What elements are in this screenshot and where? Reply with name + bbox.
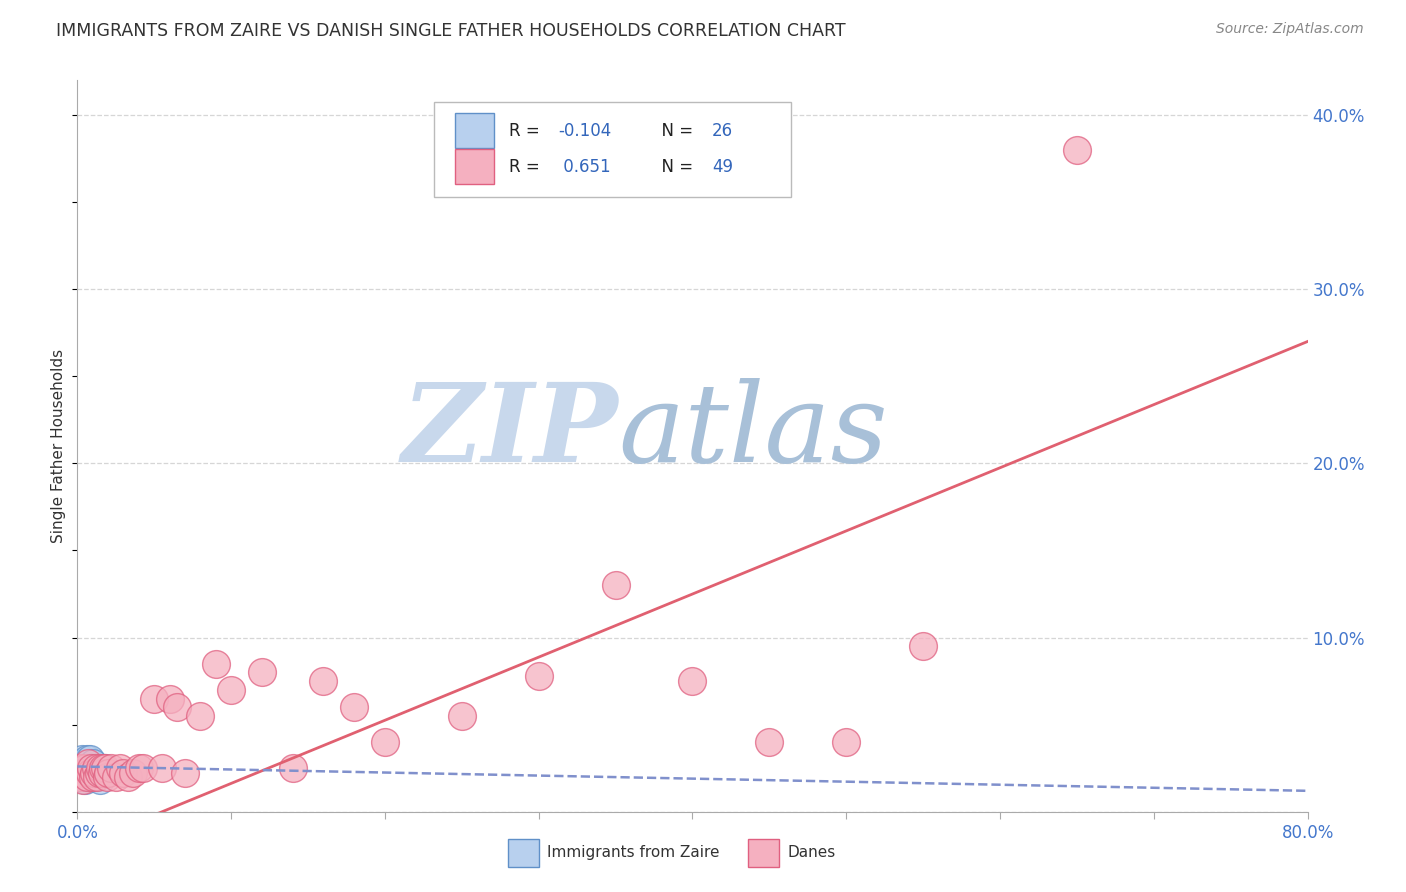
Text: atlas: atlas (619, 377, 889, 485)
Point (121, 766, 143, 780)
Point (84, 761, 107, 775)
Bar (748, 838, 779, 867)
Y-axis label: Single Father Households: Single Father Households (51, 349, 66, 543)
Point (86, 770, 108, 784)
Text: Source: ZipAtlas.com: Source: ZipAtlas.com (1216, 22, 1364, 37)
Point (605, 578, 627, 592)
Text: IMMIGRANTS FROM ZAIRE VS DANISH SINGLE FATHER HOUSEHOLDS CORRELATION CHART: IMMIGRANTS FROM ZAIRE VS DANISH SINGLE F… (56, 22, 846, 40)
Point (450, 709, 472, 723)
Bar (456, 149, 495, 184)
Text: R =: R = (509, 121, 546, 140)
Point (76, 752, 98, 766)
Point (76, 770, 98, 784)
FancyBboxPatch shape (434, 103, 792, 197)
Text: R =: R = (509, 158, 546, 176)
Point (100, 761, 122, 775)
Point (79, 761, 101, 775)
Point (912, 640, 935, 654)
Text: -0.104: -0.104 (558, 121, 612, 140)
Point (69, 761, 91, 775)
Point (72, 756, 94, 770)
Point (682, 674, 704, 689)
Point (89, 761, 111, 775)
Point (374, 735, 396, 749)
Point (104, 770, 127, 784)
Point (343, 700, 366, 714)
Point (80, 770, 103, 784)
Point (117, 770, 139, 784)
Point (70, 766, 93, 780)
Point (94, 761, 117, 775)
Point (250, 665, 273, 680)
Text: 0.651: 0.651 (558, 158, 612, 176)
Point (82, 770, 104, 784)
Point (77, 756, 100, 770)
Point (527, 669, 550, 683)
Point (96, 770, 118, 784)
Point (1066, 143, 1088, 157)
Point (188, 709, 212, 723)
Point (174, 766, 197, 780)
Point (77, 761, 100, 775)
Point (90, 766, 114, 780)
Point (87, 766, 110, 780)
Text: N =: N = (651, 158, 697, 176)
Point (79, 752, 101, 766)
Point (73, 761, 96, 775)
Point (110, 761, 132, 775)
Point (132, 761, 155, 775)
Text: Immigrants from Zaire: Immigrants from Zaire (547, 846, 720, 860)
Text: 26: 26 (713, 121, 734, 140)
Point (73, 764, 96, 779)
Point (67, 770, 90, 784)
Point (72, 766, 94, 780)
Point (86, 766, 108, 780)
Point (93, 761, 115, 775)
Bar (456, 113, 495, 148)
Point (73, 756, 96, 770)
Point (82, 766, 104, 780)
Point (73, 773, 96, 788)
Point (204, 657, 226, 671)
Point (70, 761, 93, 775)
Point (835, 735, 858, 749)
Point (83, 761, 105, 775)
Point (70, 770, 93, 784)
Point (69, 756, 91, 770)
Point (219, 682, 242, 697)
Point (77, 766, 100, 780)
Text: ZIP: ZIP (402, 377, 619, 485)
Point (128, 761, 150, 775)
Point (97, 766, 120, 780)
Text: N =: N = (651, 121, 697, 140)
Point (94, 761, 117, 775)
Point (80, 761, 103, 775)
Point (80, 761, 103, 775)
Point (84, 770, 107, 784)
Point (83, 766, 105, 780)
Point (143, 691, 166, 706)
Point (79, 766, 101, 780)
Point (67, 766, 90, 780)
Point (159, 691, 181, 706)
Point (69, 761, 91, 775)
Point (82, 756, 104, 770)
Text: Danes: Danes (787, 846, 835, 860)
Point (758, 735, 780, 749)
Point (72, 773, 94, 788)
Point (70, 752, 93, 766)
Bar (508, 838, 538, 867)
Point (150, 761, 173, 775)
Point (112, 766, 135, 780)
Text: 49: 49 (713, 158, 733, 176)
Point (281, 761, 304, 775)
Point (312, 674, 335, 689)
Point (76, 770, 98, 784)
Point (89, 773, 111, 788)
Point (166, 700, 188, 714)
